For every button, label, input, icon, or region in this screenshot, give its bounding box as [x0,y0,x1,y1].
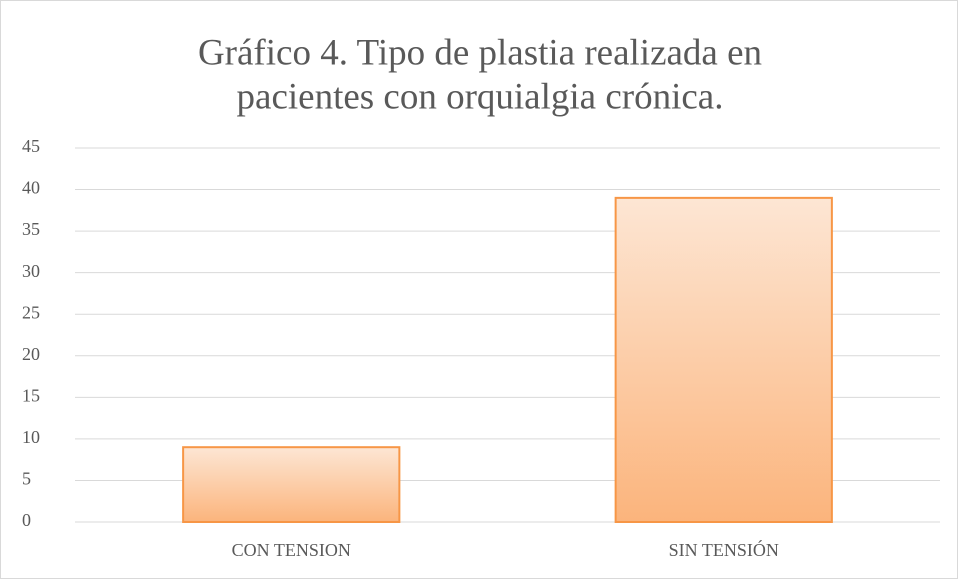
y-tick-label: 45 [22,136,40,156]
y-tick-label: 20 [22,344,40,364]
y-tick-label: 0 [22,510,31,530]
y-tick-label: 30 [22,261,40,281]
y-tick-label: 25 [22,302,40,322]
y-tick-label: 35 [22,219,40,239]
chart-title: pacientes con orquialgia crónica. [237,76,724,117]
bar [182,446,401,524]
x-tick-label: SIN TENSIÓN [669,539,779,560]
x-tick-label: CON TENSION [232,540,351,560]
y-tick-label: 15 [22,385,40,405]
bar [614,196,833,523]
y-tick-label: 10 [22,427,40,447]
chart-title: Gráfico 4. Tipo de plastia realizada en [198,32,762,73]
y-tick-label: 40 [22,178,40,198]
y-tick-label: 5 [22,469,31,489]
